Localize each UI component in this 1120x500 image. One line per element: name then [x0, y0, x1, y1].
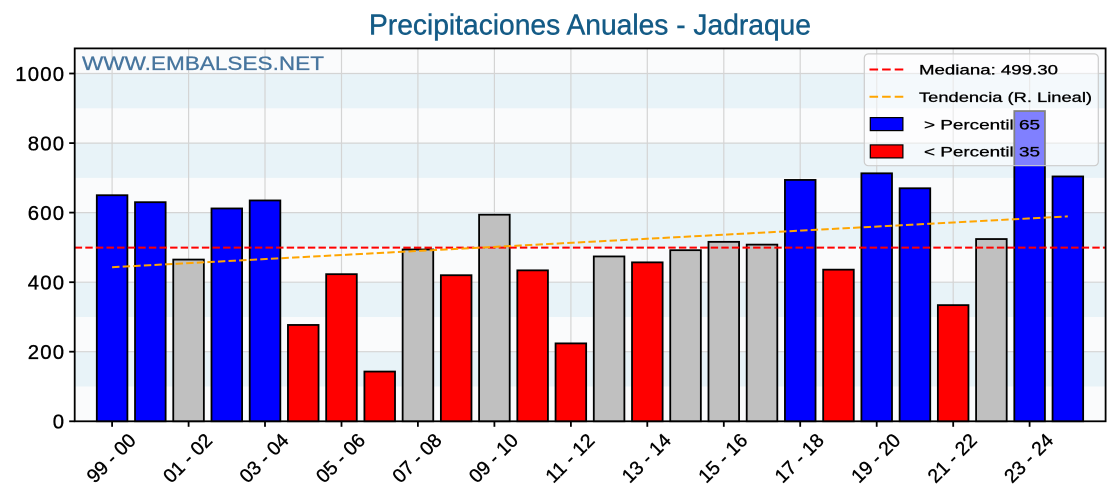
svg-text:< Percentil 35: < Percentil 35 — [924, 145, 1040, 161]
svg-text:WWW.EMBALSES.NET: WWW.EMBALSES.NET — [82, 53, 324, 75]
svg-text:0: 0 — [53, 412, 64, 434]
svg-text:800: 800 — [28, 133, 64, 155]
svg-text:> Percentil 65: > Percentil 65 — [924, 117, 1040, 133]
svg-text:1000: 1000 — [15, 64, 64, 86]
svg-text:600: 600 — [28, 203, 64, 225]
svg-text:Mediana: 499.30: Mediana: 499.30 — [919, 63, 1058, 79]
svg-text:Precipitaciones Anuales - Jadr: Precipitaciones Anuales - Jadraque — [369, 9, 811, 41]
svg-text:400: 400 — [28, 273, 64, 295]
svg-text:Tendencia (R. Lineal): Tendencia (R. Lineal) — [919, 90, 1092, 106]
svg-text:200: 200 — [28, 342, 64, 364]
